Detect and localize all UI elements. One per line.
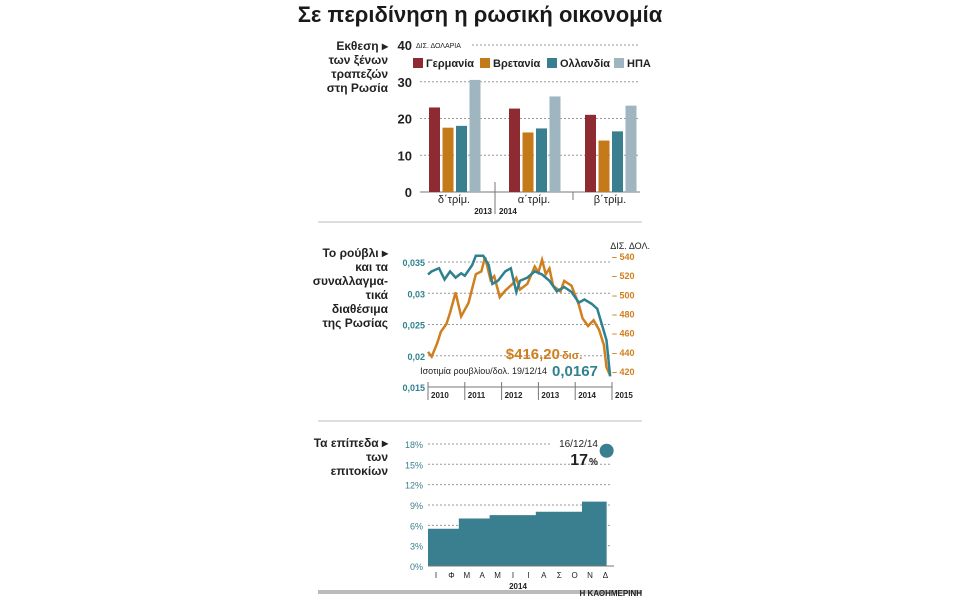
y-tick-label: 3% — [410, 542, 423, 552]
ruble-line — [427, 254, 612, 377]
line-chart-title: Το ρούβλι ▸ — [322, 246, 389, 260]
rates-area — [428, 450, 607, 566]
rate-annotation-value: 17 — [570, 452, 588, 469]
right-y-tick-label: – 440 — [612, 348, 635, 358]
bar — [469, 79, 481, 192]
right-y-tick-label: – 520 — [612, 271, 635, 281]
right-y-tick-label: – 500 — [612, 290, 635, 300]
y-tick-label: 6% — [410, 521, 423, 531]
x-tick-label: δ΄τρίμ. — [438, 194, 470, 206]
bar-chart-title: τραπεζών — [331, 67, 388, 81]
line-chart-title: διαθέσιμα — [332, 302, 389, 316]
x-tick-label: Α — [480, 571, 486, 580]
y-tick-label: 0% — [410, 562, 423, 572]
x-tick-label: 2014 — [578, 391, 596, 400]
y-tick-label: 12% — [405, 481, 423, 491]
source-label: Η ΚΑΘΗΜΕΡΙΝΗ — [580, 589, 643, 598]
line-chart-title: συναλλαγμα- — [313, 274, 388, 288]
bar — [549, 96, 561, 192]
rate-marker — [599, 443, 614, 458]
x-tick-label: 2011 — [468, 391, 486, 400]
legend-swatch — [547, 58, 557, 68]
x-tick-label: Ι — [527, 571, 529, 580]
x-axis-label: 2014 — [509, 582, 527, 591]
line-chart-title: τικά — [366, 288, 389, 302]
reserves-line — [427, 255, 612, 377]
x-tick-label: Δ — [603, 571, 609, 580]
rate-annotation-date: 16/12/14 — [559, 439, 598, 450]
x-tick-label: Μ — [494, 571, 501, 580]
reserves-annotation-unit: δισ. — [562, 350, 582, 362]
left-y-tick-label: 0,015 — [402, 383, 425, 393]
x-tick-label: β΄τρίμ. — [594, 194, 626, 206]
rates-chart-title: επιτοκίων — [331, 464, 389, 478]
left-y-tick-label: 0,02 — [407, 352, 425, 362]
ruble-annotation-label: Ισοτιμία ρουβλίου/δολ. 19/12/14 — [420, 366, 547, 376]
line-chart-title: και τα — [355, 260, 388, 274]
bar-chart-title: στη Ρωσία — [327, 81, 389, 95]
bar — [612, 131, 623, 192]
y-tick-label: 18% — [405, 440, 423, 450]
right-y-tick-label: – 480 — [612, 310, 635, 320]
x-tick-label: Α — [541, 571, 547, 580]
bar — [598, 140, 610, 192]
left-y-tick-label: 0,035 — [402, 258, 425, 268]
x-tick-label: α΄τρίμ. — [518, 194, 550, 206]
bar — [456, 125, 467, 192]
year-label: 2014 — [499, 207, 517, 216]
bar — [429, 107, 440, 192]
x-tick-label: Ο — [571, 571, 577, 580]
x-tick-label: Σ — [557, 571, 562, 580]
legend-label: Ολλανδία — [560, 58, 610, 70]
ruble-annotation: 0,0167 — [552, 363, 598, 380]
legend-label: Γερμανία — [426, 58, 474, 70]
year-label: 2013 — [474, 207, 492, 216]
y-tick-label: 9% — [410, 501, 423, 511]
y-tick-label: 10 — [398, 148, 412, 163]
legend-swatch — [614, 58, 624, 68]
line-chart-title: της Ρωσίας — [322, 316, 388, 330]
unit-label: ΔΙΣ. ΔΟΛΑΡΙΑ — [416, 43, 461, 50]
rates-chart-title: των — [366, 450, 388, 464]
y-tick-label: 15% — [405, 460, 423, 470]
bar — [585, 114, 596, 192]
y-tick-label: 30 — [398, 75, 412, 90]
x-tick-label: 2013 — [541, 391, 559, 400]
bar-chart-title: Εκθεση ▸ — [336, 39, 389, 53]
right-y-tick-label: – 460 — [612, 329, 635, 339]
y-tick-label: 20 — [398, 112, 412, 127]
reserves-annotation: $416,20 — [506, 346, 560, 363]
left-y-tick-label: 0,025 — [402, 321, 425, 331]
x-tick-label: Μ — [463, 571, 470, 580]
legend-swatch — [413, 58, 423, 68]
bar — [625, 105, 637, 192]
right-y-tick-label: – 540 — [612, 252, 635, 262]
y-tick-label: 0 — [405, 185, 412, 200]
x-tick-label: 2012 — [505, 391, 523, 400]
x-tick-label: 2010 — [431, 391, 449, 400]
x-tick-label: Ν — [587, 571, 593, 580]
left-y-tick-label: 0,03 — [407, 289, 425, 299]
x-tick-label: 2015 — [615, 391, 633, 400]
bar-chart-title: των ξένων — [329, 53, 389, 67]
rate-annotation-unit: % — [589, 457, 598, 468]
y-tick-label: 40 — [398, 38, 412, 53]
bar — [509, 108, 520, 192]
right-unit-label: ΔΙΣ. ΔΟΛ. — [610, 241, 650, 251]
legend-label: Βρετανία — [493, 58, 541, 70]
right-y-tick-label: – 420 — [612, 367, 635, 377]
x-tick-label: Ι — [512, 571, 514, 580]
x-tick-label: Ι — [435, 571, 437, 580]
rates-chart-title: Τα επίπεδα ▸ — [314, 436, 389, 450]
bar — [522, 132, 534, 192]
legend-label: ΗΠΑ — [627, 58, 651, 70]
x-tick-label: Φ — [448, 571, 454, 580]
bar — [442, 127, 454, 192]
legend-swatch — [480, 58, 490, 68]
page-title: Σε περιδίνηση η ρωσική οικονομία — [297, 2, 663, 27]
bar — [536, 128, 547, 192]
